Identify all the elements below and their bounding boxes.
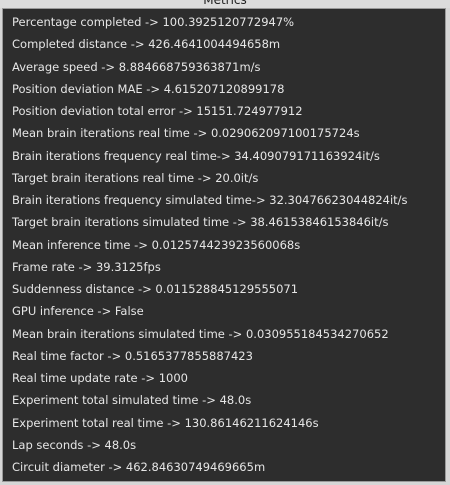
title-bar: Metrics bbox=[0, 0, 450, 8]
metric-line: Mean inference time -> 0.012574423923560… bbox=[12, 237, 301, 252]
metric-line: Experiment total simulated time -> 48.0s bbox=[12, 393, 252, 408]
metrics-panel: Percentage completed -> 100.392512077294… bbox=[2, 8, 446, 482]
metric-line: Position deviation MAE -> 4.615207120899… bbox=[12, 81, 285, 96]
window-title: Metrics bbox=[203, 0, 247, 7]
metric-line: Target brain iterations simulated time -… bbox=[12, 215, 389, 230]
metric-line: Position deviation total error -> 15151.… bbox=[12, 104, 303, 118]
metric-line: Percentage completed -> 100.392512077294… bbox=[12, 15, 295, 29]
metric-line: Circuit diameter -> 462.84630749469665m bbox=[12, 460, 266, 474]
metric-line: GPU inference -> False bbox=[12, 304, 144, 319]
metric-line: Suddenness distance -> 0.011528845129555… bbox=[12, 282, 299, 296]
metric-line: Experiment total real time -> 130.861462… bbox=[12, 415, 319, 430]
metric-line: Brain iterations frequency simulated tim… bbox=[12, 193, 408, 207]
metric-line: Completed distance -> 426.4641004494658m bbox=[12, 37, 281, 52]
metric-line: Real time factor -> 0.5165377855887423 bbox=[12, 348, 253, 363]
metric-line: Brain iterations frequency real time-> 3… bbox=[12, 148, 380, 163]
metric-line: Frame rate -> 39.3125fps bbox=[12, 259, 161, 274]
metric-line: Mean brain iterations simulated time -> … bbox=[12, 326, 389, 341]
metric-line: Average speed -> 8.884668759363871m/s bbox=[12, 59, 261, 74]
metric-line: Mean brain iterations real time -> 0.029… bbox=[12, 126, 360, 141]
metric-line: Real time update rate -> 1000 bbox=[12, 371, 188, 385]
metric-line: Lap seconds -> 48.0s bbox=[12, 437, 137, 452]
metric-line: Target brain iterations real time -> 20.… bbox=[12, 170, 259, 185]
